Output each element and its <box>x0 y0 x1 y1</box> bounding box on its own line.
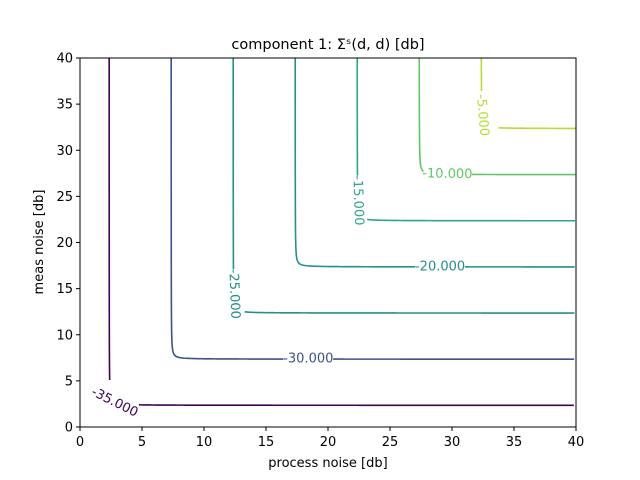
y-tick-label: 25 <box>56 190 73 205</box>
x-tick-label: 0 <box>76 435 84 450</box>
y-tick-label: 40 <box>56 52 73 67</box>
x-tick-label: 35 <box>506 435 523 450</box>
x-axis-ticks: 0 5 10 15 20 25 30 35 40 <box>76 427 584 450</box>
contour-label--25: -25.000 <box>225 269 242 320</box>
contour-line--30-part1 <box>170 58 284 360</box>
y-tick-label: 5 <box>65 374 73 389</box>
contour-line--5-part2 <box>498 126 576 130</box>
y-tick-label: 10 <box>56 328 73 343</box>
contour-line--10-part1 <box>418 58 425 173</box>
contour-label--35: -35.000 <box>89 385 141 421</box>
contour-lines <box>108 57 576 407</box>
y-tick-label: 15 <box>56 282 73 297</box>
contour-labels: -35.000 -30.000 -25.000 -20.000 -15.000 -10.0… <box>89 94 492 421</box>
chart-title: component 1: Σˢ(d, d) [db] <box>231 37 424 53</box>
contour-label--30: -30.000 <box>283 352 333 367</box>
y-tick-label: 30 <box>56 144 73 159</box>
x-axis-label: process noise [db] <box>268 456 387 471</box>
y-axis-ticks: 0 5 10 15 20 25 30 35 40 <box>56 52 80 436</box>
plot-frame <box>79 57 577 428</box>
contour-label--20: -20.000 <box>415 259 465 274</box>
x-tick-label: 30 <box>444 435 461 450</box>
x-tick-label: 20 <box>320 435 337 450</box>
contour-line--25-part2 <box>244 311 575 314</box>
y-tick-label: 35 <box>56 98 73 113</box>
contour-label--15: -15.000 <box>349 175 366 226</box>
contour-label--5: -5.000 <box>473 94 491 137</box>
x-tick-label: 5 <box>138 435 146 450</box>
x-tick-label: 10 <box>196 435 213 450</box>
x-tick-label: 15 <box>258 435 275 450</box>
y-axis-label: meas noise [db] <box>32 190 47 295</box>
y-tick-label: 20 <box>56 236 73 251</box>
contour-line--15-part2 <box>367 218 576 222</box>
x-tick-label: 25 <box>382 435 399 450</box>
x-tick-label: 40 <box>568 435 585 450</box>
contour-line--35-part1 <box>108 58 111 381</box>
contour-label--10: -10.000 <box>422 166 472 182</box>
contour-line--20-part1 <box>294 58 416 268</box>
y-tick-label: 0 <box>65 421 73 436</box>
